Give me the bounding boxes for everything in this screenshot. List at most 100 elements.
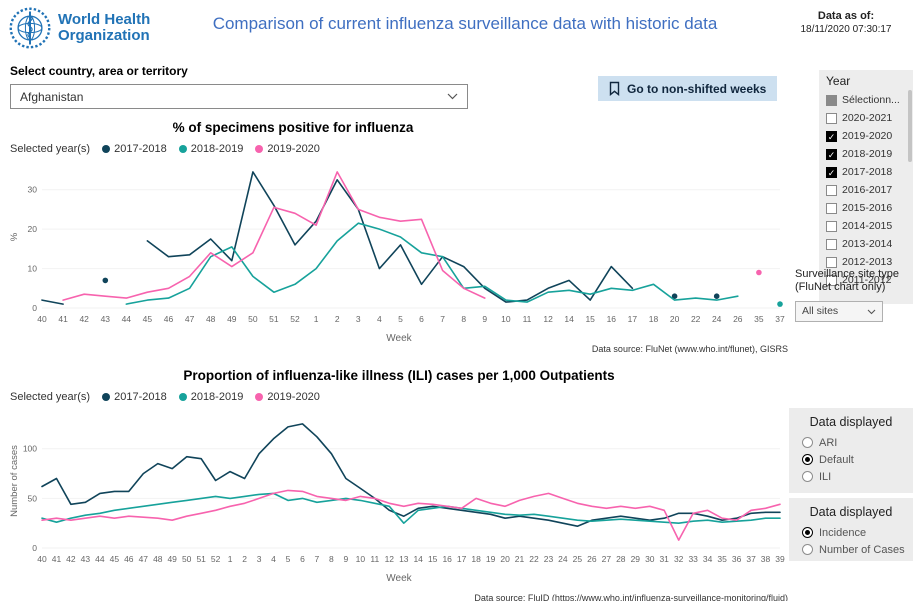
year-slicer-list: Sélectionn... 2020-2021 ✓ 2019-2020 ✓ 2018-20…: [826, 91, 911, 289]
year-item[interactable]: 2014-2015: [826, 217, 911, 235]
legend-item-label: 2018-2019: [190, 142, 244, 155]
fluid-chart-title: Proportion of influenza-like illness (IL…: [183, 368, 615, 383]
svg-text:16: 16: [607, 314, 617, 324]
year-item[interactable]: 2020-2021: [826, 109, 911, 127]
svg-text:46: 46: [124, 554, 134, 564]
svg-text:26: 26: [733, 314, 743, 324]
page-title: Comparison of current influenza surveill…: [212, 14, 718, 33]
svg-text:52: 52: [211, 554, 221, 564]
checkbox-icon[interactable]: [826, 202, 837, 214]
data-displayed-1-options: ARI Default ILI: [789, 434, 913, 485]
svg-text:36: 36: [732, 554, 742, 564]
radio-selected-icon[interactable]: [802, 527, 813, 538]
year-slicer-title: Year: [826, 74, 851, 88]
country-dropdown[interactable]: Afghanistan: [10, 84, 468, 109]
legend-item[interactable]: 2017-2018: [102, 391, 167, 403]
legend-item[interactable]: 2019-2020: [255, 391, 320, 403]
radio-icon[interactable]: [802, 437, 813, 448]
checkbox-icon[interactable]: [826, 94, 837, 106]
legend-item[interactable]: 2018-2019: [178, 391, 243, 403]
legend-item[interactable]: 2019-2020: [255, 143, 320, 155]
svg-text:5: 5: [286, 554, 291, 564]
svg-text:14: 14: [413, 554, 423, 564]
svg-text:12: 12: [385, 554, 395, 564]
svg-text:4: 4: [271, 554, 276, 564]
svg-text:20: 20: [500, 554, 510, 564]
svg-text:49: 49: [167, 554, 177, 564]
data-displayed-1-title: Data displayed: [809, 415, 893, 429]
data-displayed-panel-1: Data displayed ARI Default ILI: [789, 408, 913, 493]
checkbox-icon[interactable]: ✓: [826, 166, 837, 178]
checkbox-icon[interactable]: [826, 220, 837, 232]
year-slicer: Year Sélectionn... 2020-2021 ✓ 2019-2020 ✓ 20…: [819, 70, 913, 304]
flunet-data-source: Data source: FluNet (www.who.int/flunet)…: [591, 344, 788, 354]
svg-text:26: 26: [587, 554, 597, 564]
bookmark-button-label: Go to non-shifted weeks: [627, 81, 767, 96]
svg-text:46: 46: [164, 314, 174, 324]
svg-text:2: 2: [335, 314, 340, 324]
year-item[interactable]: 2016-2017: [826, 181, 911, 199]
flunet-legend: Selected year(s) 2017-2018 2018-2019 2019-2…: [8, 139, 790, 158]
go-to-non-shifted-weeks-button[interactable]: Go to non-shifted weeks: [598, 76, 778, 101]
legend-item-label: 2017-2018: [114, 390, 167, 403]
checkbox-icon[interactable]: [826, 238, 837, 250]
year-item[interactable]: ✓ 2017-2018: [826, 163, 911, 181]
svg-text:1: 1: [228, 554, 233, 564]
svg-text:29: 29: [631, 554, 641, 564]
svg-text:47: 47: [185, 314, 195, 324]
radio-selected-icon[interactable]: [802, 454, 813, 465]
checkbox-icon[interactable]: [826, 256, 837, 268]
radio-icon[interactable]: [802, 471, 813, 482]
svg-text:9: 9: [482, 314, 487, 324]
flunet-x-axis-title: Week: [386, 333, 412, 344]
radio-option[interactable]: Default: [789, 451, 913, 468]
year-item[interactable]: 2015-2016: [826, 199, 911, 217]
checkbox-icon[interactable]: [826, 274, 837, 286]
svg-text:25: 25: [573, 554, 583, 564]
year-item[interactable]: 2013-2014: [826, 235, 911, 253]
checkbox-icon[interactable]: [826, 112, 837, 124]
data-displayed-panel-2: Data displayed Incidence Number of Cases: [789, 498, 913, 561]
svg-text:50: 50: [248, 314, 258, 324]
fluid-legend: Selected year(s) 2017-2018 2018-2019 2019-2…: [8, 387, 790, 406]
year-item[interactable]: ✓ 2018-2019: [826, 145, 911, 163]
legend-item[interactable]: 2018-2019: [178, 142, 244, 155]
svg-text:43: 43: [81, 554, 91, 564]
radio-option[interactable]: ILI: [789, 468, 913, 485]
fluid-chart-panel: Proportion of influenza-like illness (IL…: [8, 368, 790, 601]
site-type-label: Surveillance site type (FluNet chart onl…: [795, 268, 899, 293]
radio-option[interactable]: Number of Cases: [789, 541, 913, 558]
radio-option-label: Default: [819, 453, 854, 466]
who-emblem-icon: [9, 7, 51, 49]
svg-text:15: 15: [428, 554, 438, 564]
legend-item[interactable]: 2017-2018: [102, 143, 167, 155]
legend-dot-icon: [102, 392, 111, 401]
year-item[interactable]: ✓ 2019-2020: [826, 127, 911, 145]
svg-text:45: 45: [110, 554, 120, 564]
year-slicer-scrollbar[interactable]: [908, 90, 912, 162]
radio-option[interactable]: Incidence: [789, 524, 913, 541]
year-item-label: 2013-2014: [842, 238, 893, 250]
svg-text:37: 37: [746, 554, 756, 564]
site-type-value: All sites: [802, 305, 839, 317]
svg-text:13: 13: [399, 554, 409, 564]
svg-text:41: 41: [52, 554, 62, 564]
radio-option[interactable]: ARI: [789, 434, 913, 451]
svg-text:1: 1: [314, 314, 319, 324]
svg-text:32: 32: [674, 554, 684, 564]
year-item-label: Sélectionn...: [842, 94, 900, 106]
who-wordmark-line1: World Health: [58, 11, 151, 28]
site-type-dropdown[interactable]: All sites: [795, 301, 883, 322]
svg-text:6: 6: [419, 314, 424, 324]
checkbox-icon[interactable]: ✓: [826, 148, 837, 160]
checkbox-icon[interactable]: ✓: [826, 130, 837, 142]
svg-text:22: 22: [529, 554, 539, 564]
year-item[interactable]: 2011-2012: [826, 271, 911, 289]
radio-icon[interactable]: [802, 544, 813, 555]
svg-text:28: 28: [616, 554, 626, 564]
legend-dot-icon: [178, 392, 187, 401]
year-item[interactable]: 2012-2013: [826, 253, 911, 271]
svg-text:42: 42: [79, 314, 89, 324]
year-item[interactable]: Sélectionn...: [826, 91, 911, 109]
checkbox-icon[interactable]: [826, 184, 837, 196]
